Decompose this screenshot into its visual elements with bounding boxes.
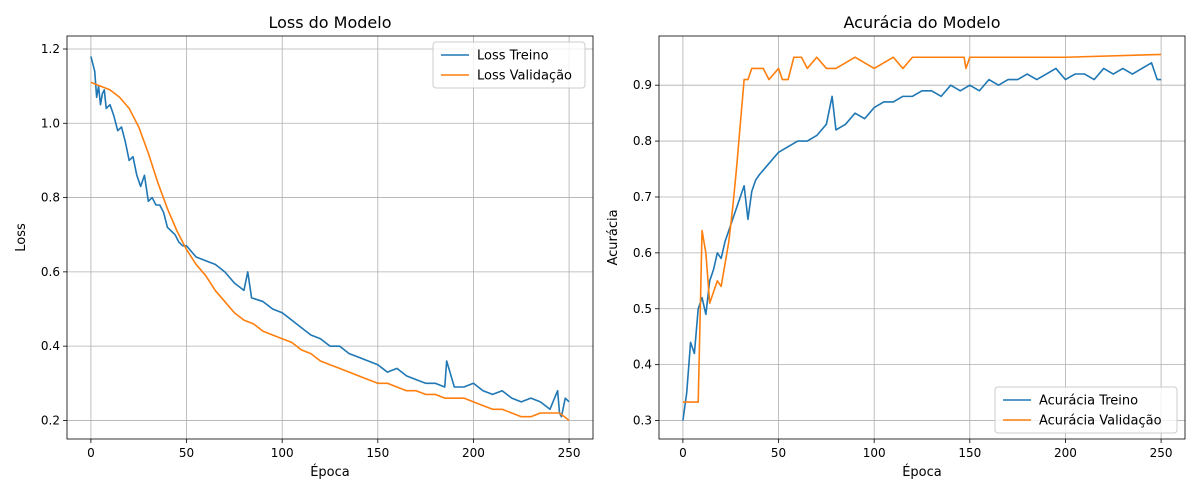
legend-label-2: Acurácia Validação — [1039, 414, 1162, 429]
series-line-1 — [682, 62, 1162, 421]
chart-panel-2: 0 50 100 150 200 250 0.3 0.4 0.5 0.6 0.7 0.8 0.9 Acur… — [606, 13, 1186, 480]
y-tick-label: 0.5 — [633, 302, 652, 316]
x-tick-label: 200 — [1054, 446, 1077, 460]
x-tick-label: 250 — [558, 446, 581, 460]
chart-title: Loss do Modelo — [268, 13, 391, 32]
axes-frame — [66, 35, 594, 440]
y-tick-label: 0.8 — [41, 191, 60, 205]
series-line-1 — [90, 56, 570, 418]
legend-label-1: Loss Treino — [477, 49, 549, 64]
x-tick-label: 250 — [1150, 446, 1173, 460]
series-line-2 — [682, 53, 1162, 403]
y-tick-label: 0.6 — [633, 246, 652, 260]
axes-frame — [658, 35, 1186, 440]
x-tick-label: 50 — [771, 446, 786, 460]
y-tick-label: 0.4 — [633, 358, 652, 372]
x-tick-label: 200 — [462, 446, 485, 460]
x-tick-label: 0 — [87, 446, 95, 460]
y-tick-label: 0.9 — [633, 78, 652, 92]
legend-box — [432, 41, 586, 89]
x-axis-label: Época — [902, 464, 942, 480]
chart-panel-1: 0 50 100 150 200 250 0.2 0.4 0.6 0.8 1.0 1.2 Loss do… — [14, 13, 594, 480]
x-tick-label: 50 — [179, 446, 194, 460]
y-axis-label: Acurácia — [606, 209, 621, 265]
x-axis-label: Época — [310, 464, 350, 480]
y-tick-label: 0.7 — [633, 190, 652, 204]
legend: Acurácia Treino Acurácia Validação — [994, 386, 1178, 434]
y-tick-label: 0.8 — [633, 134, 652, 148]
x-tick-label: 100 — [271, 446, 294, 460]
x-tick-label: 150 — [958, 446, 981, 460]
y-tick-label: 1.2 — [41, 42, 60, 56]
chart-title: Acurácia do Modelo — [844, 13, 1001, 32]
series-line-2 — [90, 81, 570, 422]
legend-label-1: Acurácia Treino — [1039, 394, 1138, 409]
y-tick-label: 1.0 — [41, 116, 60, 130]
x-tick-label: 100 — [863, 446, 886, 460]
x-tick-label: 0 — [679, 446, 687, 460]
y-axis-label: Loss — [14, 223, 29, 252]
x-tick-label: 150 — [366, 446, 389, 460]
y-tick-label: 0.4 — [41, 339, 60, 353]
legend-label-2: Loss Validação — [477, 69, 572, 84]
legend: Loss Treino Loss Validação — [432, 41, 586, 89]
y-tick-label: 0.6 — [41, 265, 60, 279]
y-tick-label: 0.3 — [633, 414, 652, 428]
y-tick-label: 0.2 — [41, 413, 60, 427]
legend-box — [994, 386, 1178, 434]
